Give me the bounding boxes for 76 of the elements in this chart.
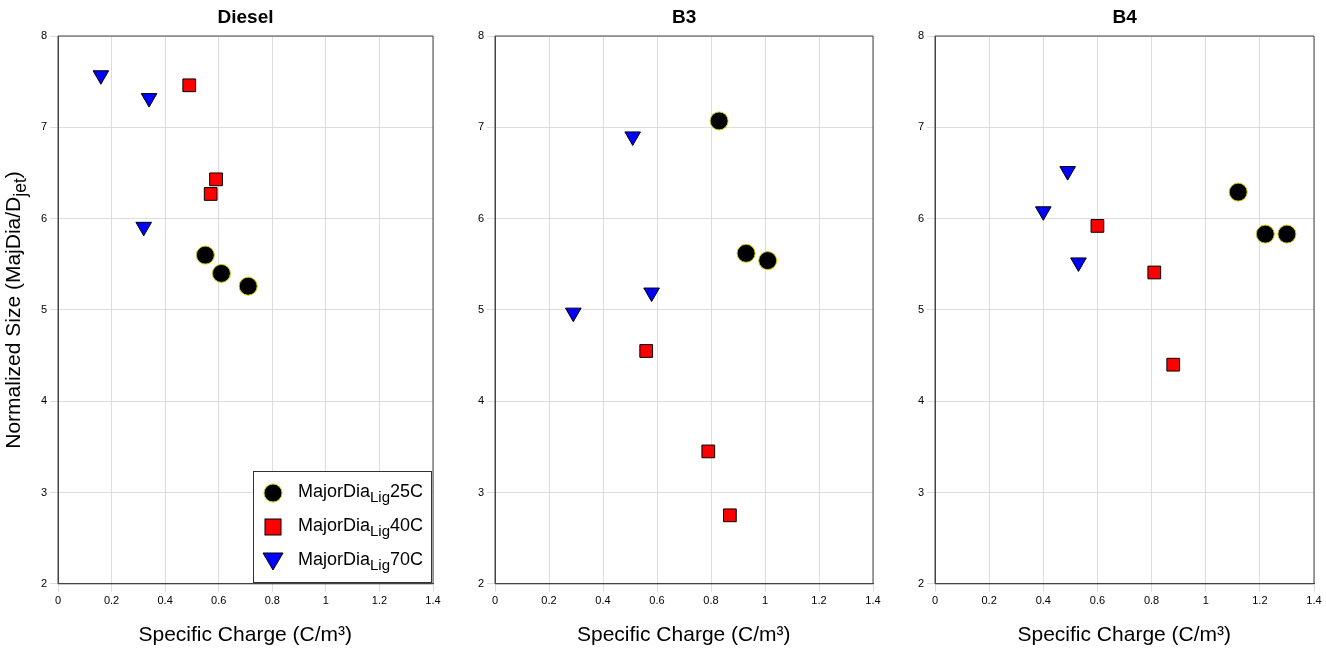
x-tick-label: 0.4 [595, 594, 611, 607]
point [209, 172, 223, 187]
x-tick-label: 0.2 [981, 594, 997, 607]
point [701, 444, 716, 459]
x-tick-label: 1 [322, 594, 329, 607]
y-tick-label: 2 [477, 576, 484, 589]
point [135, 221, 153, 237]
x-tick-label: 0.2 [103, 594, 120, 607]
y-tick-label: 4 [477, 394, 484, 407]
point [639, 344, 654, 358]
point [140, 93, 158, 108]
y-tick-label: 8 [477, 29, 484, 42]
point [92, 70, 110, 85]
x-tick-label: 0.8 [1143, 594, 1160, 607]
y-tick-label: 3 [40, 485, 47, 498]
y-tick-label: 5 [917, 302, 924, 315]
x-tick-label: 0.4 [157, 594, 173, 607]
y-tick-label: 2 [40, 576, 47, 589]
point [1166, 357, 1181, 372]
x-tick-label: 1 [761, 594, 769, 607]
chart-title: B4 [1112, 6, 1137, 28]
y-tick-label: 7 [477, 120, 484, 133]
point [723, 508, 737, 523]
y-tick-label: 8 [917, 29, 924, 42]
legend-label: MajorDia$_{Lig}$40C [298, 515, 424, 539]
y-tick-label: 7 [40, 120, 47, 133]
x-tick-label: 0.8 [264, 594, 280, 607]
point [624, 131, 641, 146]
point [709, 111, 729, 131]
x-tick-label: 1.2 [811, 594, 827, 607]
point [1255, 224, 1275, 244]
chart-title: Diesel [217, 6, 274, 28]
x-tick-label: 0.4 [1035, 594, 1051, 607]
x-axis-title: Specific Charge (C/m³) [577, 622, 791, 646]
x-tick-label: 0 [931, 594, 939, 607]
chart-title: B3 [672, 6, 697, 28]
point [203, 187, 218, 201]
point [182, 78, 197, 93]
y-tick-label: 4 [917, 394, 924, 407]
y-tick-label: 3 [477, 485, 484, 498]
x-tick-label: 1 [1202, 594, 1209, 607]
y-tick-label: 7 [917, 120, 924, 133]
y-tick-label: 5 [40, 302, 47, 315]
y-tick-label: 6 [917, 211, 924, 224]
point [1228, 182, 1248, 202]
x-tick-label: 0.6 [649, 594, 665, 607]
x-tick-label: 1.4 [865, 594, 881, 607]
point [238, 276, 258, 296]
point [211, 263, 231, 283]
x-tick-label: 1.2 [1252, 594, 1268, 607]
y-tick-label: 3 [917, 485, 924, 498]
legend-label: MajorDia$_{Lig}$70C [298, 549, 424, 573]
y-tick-label: 6 [477, 211, 484, 224]
point [1090, 219, 1105, 233]
x-tick-label: 0.2 [541, 594, 557, 607]
x-tick-label: 1.2 [371, 594, 388, 607]
x-axis-title: Specific Charge (C/m³) [138, 622, 353, 646]
point [195, 245, 215, 265]
x-tick-label: 0.6 [211, 594, 227, 607]
y-tick-label: 2 [917, 576, 924, 589]
x-tick-label: 1.4 [425, 594, 441, 607]
x-tick-label: 0 [54, 594, 62, 607]
point [736, 243, 756, 263]
x-tick-label: 1.4 [1306, 594, 1322, 607]
x-axis-title: Specific Charge (C/m³) [1017, 622, 1232, 646]
y-tick-label: 4 [40, 394, 47, 407]
x-tick-label: 0.6 [1089, 594, 1106, 607]
point [758, 251, 778, 271]
point [1147, 265, 1162, 280]
y-tick-label: 6 [40, 211, 47, 224]
y-tick-label: 8 [40, 29, 47, 42]
y-tick-label: 5 [477, 302, 484, 315]
point [1277, 224, 1297, 244]
legend-label: MajorDia$_{Lig}$25C [298, 481, 424, 505]
x-tick-label: 0.8 [703, 594, 719, 607]
x-tick-label: 0 [491, 594, 499, 607]
